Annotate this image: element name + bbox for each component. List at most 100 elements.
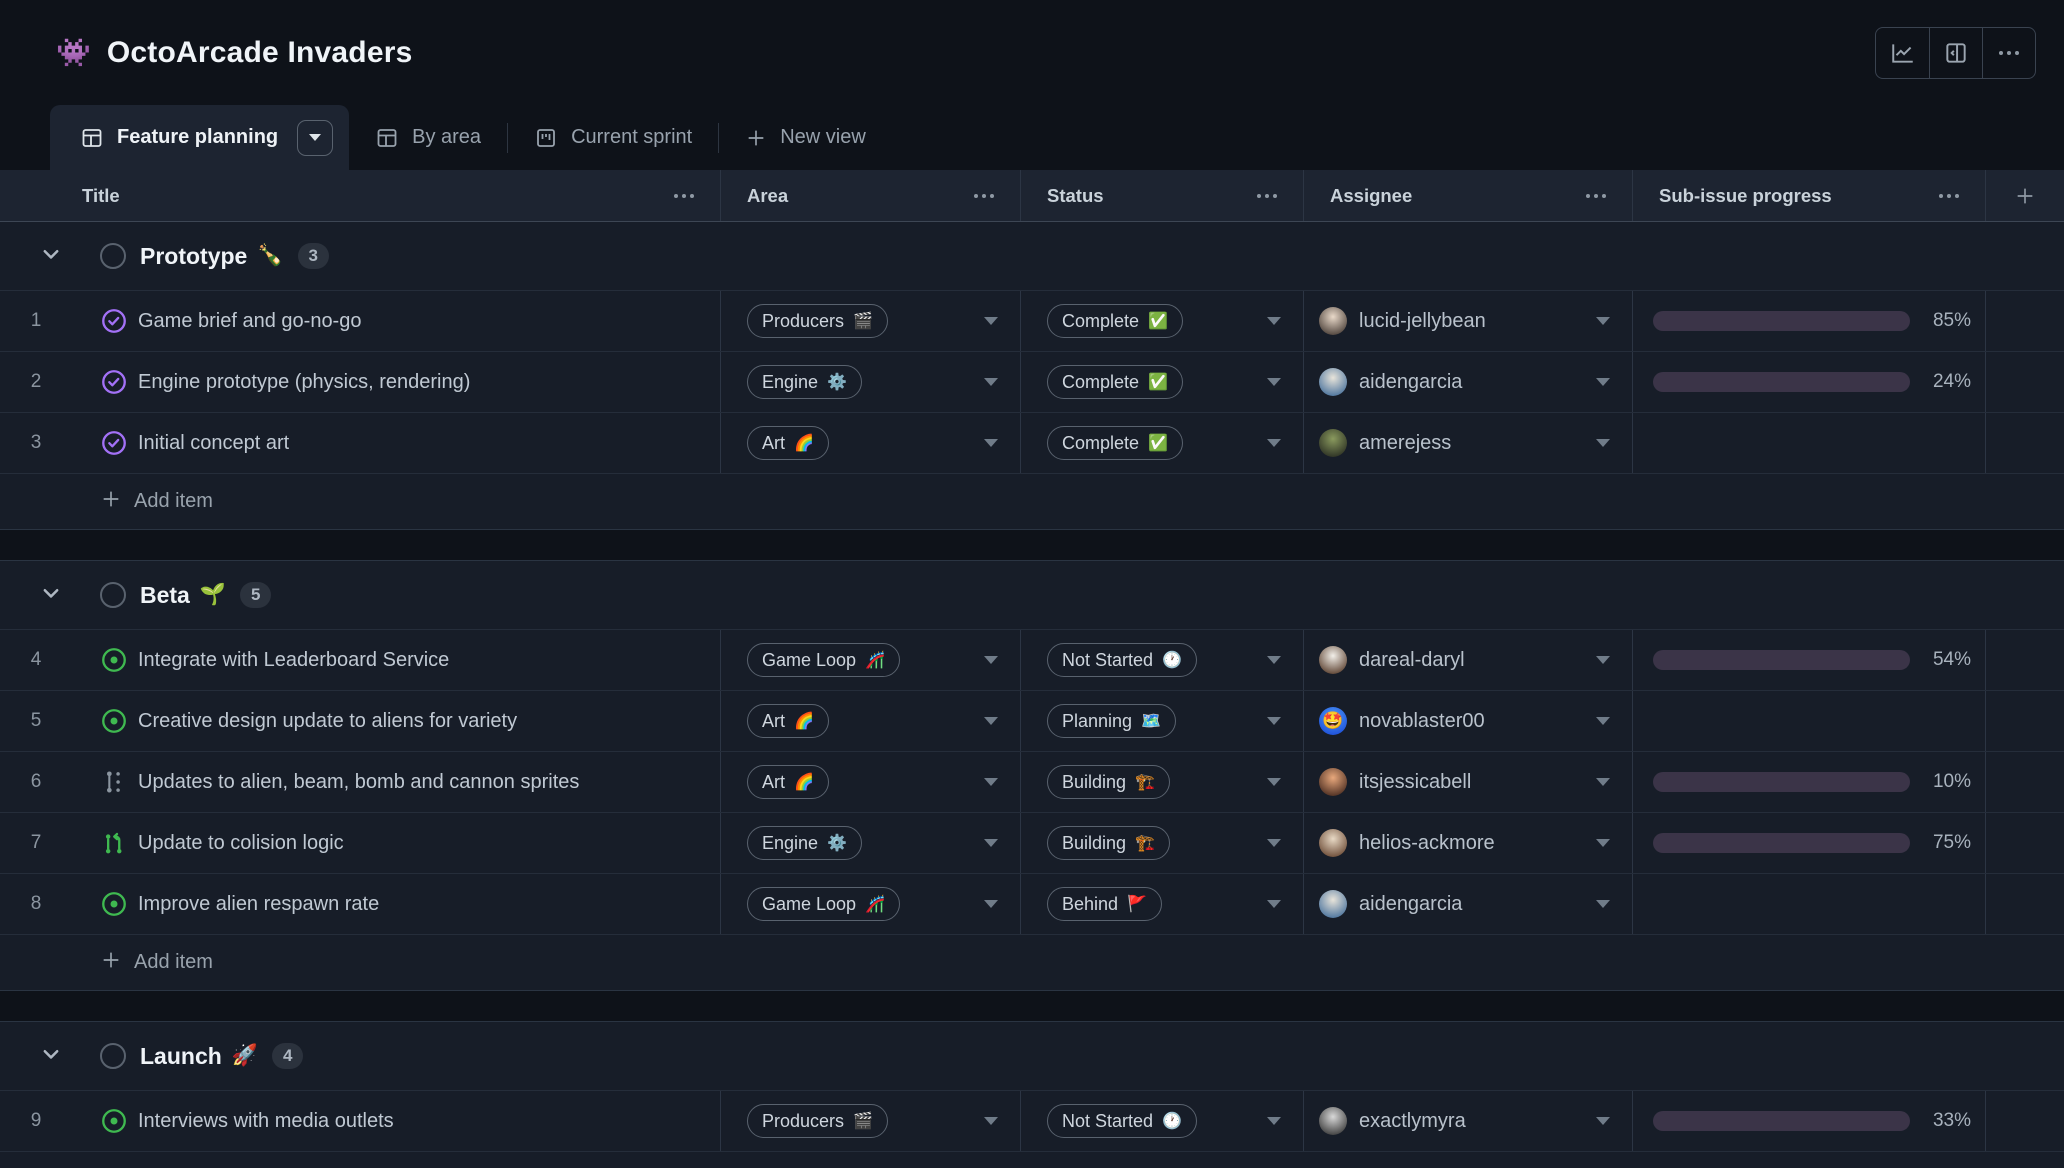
area-chip[interactable]: Engine ⚙️	[747, 826, 862, 860]
area-cell[interactable]: Art 🌈	[720, 752, 1020, 812]
collapse-group-button[interactable]	[40, 1043, 62, 1070]
new-view-button[interactable]: New view	[719, 105, 892, 170]
status-cell[interactable]: Building 🏗️	[1020, 813, 1303, 873]
status-cell[interactable]: Complete ✅	[1020, 413, 1303, 473]
dropdown-caret-icon[interactable]	[1267, 778, 1281, 786]
assignee[interactable]: dareal-daryl	[1319, 646, 1465, 674]
title-cell[interactable]: 1 Game brief and go-no-go	[0, 291, 720, 351]
table-row[interactable]: 5 Creative design update to aliens for va…	[0, 690, 2064, 751]
dropdown-caret-icon[interactable]	[1267, 378, 1281, 386]
status-chip[interactable]: Complete ✅	[1047, 304, 1183, 338]
status-cell[interactable]: Complete ✅	[1020, 291, 1303, 351]
table-row[interactable]: 1 Game brief and go-no-go Producers 🎬 Comple…	[0, 290, 2064, 351]
collapse-group-button[interactable]	[40, 582, 62, 609]
side-panel-button[interactable]	[1929, 27, 1982, 78]
column-menu-icon[interactable]	[974, 193, 994, 198]
assignee-cell[interactable]: aidengarcia	[1303, 352, 1632, 412]
assignee[interactable]: aidengarcia	[1319, 368, 1462, 396]
dropdown-caret-icon[interactable]	[984, 778, 998, 786]
group-header-beta[interactable]: Beta 🌱 5	[0, 561, 2064, 629]
area-chip[interactable]: Game Loop 🎢	[747, 643, 900, 677]
dropdown-caret-icon[interactable]	[1267, 317, 1281, 325]
dropdown-caret-icon[interactable]	[984, 1117, 998, 1125]
issue-title[interactable]: Improve alien respawn rate	[138, 892, 380, 915]
dropdown-caret-icon[interactable]	[984, 900, 998, 908]
issue-title[interactable]: Initial concept art	[138, 431, 290, 454]
table-row[interactable]: 7 Update to colision logic Engine ⚙️ Buildin…	[0, 812, 2064, 873]
table-row[interactable]: 4 Integrate with Leaderboard Service Game …	[0, 629, 2064, 690]
assignee-cell[interactable]: 🤩 novablaster00	[1303, 691, 1632, 751]
status-cell[interactable]: Behind 🚩	[1020, 874, 1303, 934]
dropdown-caret-icon[interactable]	[1596, 717, 1610, 725]
area-chip[interactable]: Producers 🎬	[747, 1104, 888, 1138]
dropdown-caret-icon[interactable]	[1267, 439, 1281, 447]
add-item-button[interactable]: Add item	[0, 934, 2064, 990]
issue-title[interactable]: Interviews with media outlets	[138, 1109, 394, 1132]
dropdown-caret-icon[interactable]	[984, 656, 998, 664]
area-chip[interactable]: Engine ⚙️	[747, 365, 862, 399]
area-chip[interactable]: Game Loop 🎢	[747, 887, 900, 921]
area-cell[interactable]: Producers 🎬	[720, 291, 1020, 351]
group-header-launch[interactable]: Launch 🚀 4	[0, 1022, 2064, 1090]
issue-title[interactable]: Engine prototype (physics, rendering)	[138, 370, 471, 393]
status-cell[interactable]: Building 🏗️	[1020, 752, 1303, 812]
assignee-cell[interactable]: itsjessicabell	[1303, 752, 1632, 812]
column-header-subissue-progress[interactable]: Sub-issue progress	[1632, 170, 1985, 221]
group-header-prototype[interactable]: Prototype 🍾 3	[0, 222, 2064, 290]
column-menu-icon[interactable]	[1939, 193, 1959, 198]
title-cell[interactable]: 5 Creative design update to aliens for va…	[0, 691, 720, 751]
dropdown-caret-icon[interactable]	[1596, 839, 1610, 847]
table-row[interactable]: 6 Updates to alien, beam, bomb and cannon…	[0, 751, 2064, 812]
area-chip[interactable]: Producers 🎬	[747, 304, 888, 338]
dropdown-caret-icon[interactable]	[1596, 378, 1610, 386]
issue-title[interactable]: Update to colision logic	[138, 831, 344, 854]
table-row[interactable]: 3 Initial concept art Art 🌈 Complete ✅ amereje…	[0, 412, 2064, 473]
assignee[interactable]: aidengarcia	[1319, 890, 1462, 918]
title-cell[interactable]: 2 Engine prototype (physics, rendering)	[0, 352, 720, 412]
area-chip[interactable]: Art 🌈	[747, 765, 829, 799]
column-menu-icon[interactable]	[1586, 193, 1606, 198]
assignee[interactable]: exactlymyra	[1319, 1107, 1466, 1135]
assignee-cell[interactable]: amerejess	[1303, 413, 1632, 473]
dropdown-caret-icon[interactable]	[1596, 317, 1610, 325]
dropdown-caret-icon[interactable]	[984, 839, 998, 847]
area-cell[interactable]: Game Loop 🎢	[720, 630, 1020, 690]
dropdown-caret-icon[interactable]	[1267, 717, 1281, 725]
status-chip[interactable]: Not Started 🕐	[1047, 1104, 1197, 1138]
area-cell[interactable]: Art 🌈	[720, 413, 1020, 473]
tab-feature-planning[interactable]: Feature planning	[50, 105, 350, 170]
area-cell[interactable]: Game Loop 🎢	[720, 874, 1020, 934]
dropdown-caret-icon[interactable]	[1596, 439, 1610, 447]
dropdown-caret-icon[interactable]	[984, 317, 998, 325]
status-chip[interactable]: Behind 🚩	[1047, 887, 1162, 921]
insights-button[interactable]	[1876, 28, 1929, 78]
collapse-group-button[interactable]	[40, 243, 62, 270]
assignee[interactable]: lucid-jellybean	[1319, 307, 1486, 335]
area-cell[interactable]: Producers 🎬	[720, 1091, 1020, 1151]
dropdown-caret-icon[interactable]	[1267, 656, 1281, 664]
assignee-cell[interactable]: dareal-daryl	[1303, 630, 1632, 690]
status-chip[interactable]: Building 🏗️	[1047, 826, 1170, 860]
status-chip[interactable]: Complete ✅	[1047, 365, 1183, 399]
add-item-button[interactable]: Add item	[0, 473, 2064, 529]
area-chip[interactable]: Art 🌈	[747, 704, 829, 738]
title-cell[interactable]: 7 Update to colision logic	[0, 813, 720, 873]
title-cell[interactable]: 3 Initial concept art	[0, 413, 720, 473]
status-cell[interactable]: Not Started 🕐	[1020, 1091, 1303, 1151]
assignee-cell[interactable]: exactlymyra	[1303, 1091, 1632, 1151]
more-options-button[interactable]	[1982, 27, 2035, 78]
dropdown-caret-icon[interactable]	[984, 439, 998, 447]
assignee[interactable]: amerejess	[1319, 429, 1451, 457]
dropdown-caret-icon[interactable]	[1596, 900, 1610, 908]
dropdown-caret-icon[interactable]	[1267, 1117, 1281, 1125]
area-cell[interactable]: Engine ⚙️	[720, 352, 1020, 412]
dropdown-caret-icon[interactable]	[1596, 778, 1610, 786]
area-cell[interactable]: Engine ⚙️	[720, 813, 1020, 873]
title-cell[interactable]: 9 Interviews with media outlets	[0, 1091, 720, 1151]
assignee-cell[interactable]: aidengarcia	[1303, 874, 1632, 934]
table-row[interactable]: 9 Interviews with media outlets Producers 🎬…	[0, 1090, 2064, 1151]
tab-by-area[interactable]: By area	[349, 105, 507, 170]
column-header-assignee[interactable]: Assignee	[1303, 170, 1632, 221]
view-options-button[interactable]	[297, 119, 334, 156]
status-cell[interactable]: Not Started 🕐	[1020, 630, 1303, 690]
